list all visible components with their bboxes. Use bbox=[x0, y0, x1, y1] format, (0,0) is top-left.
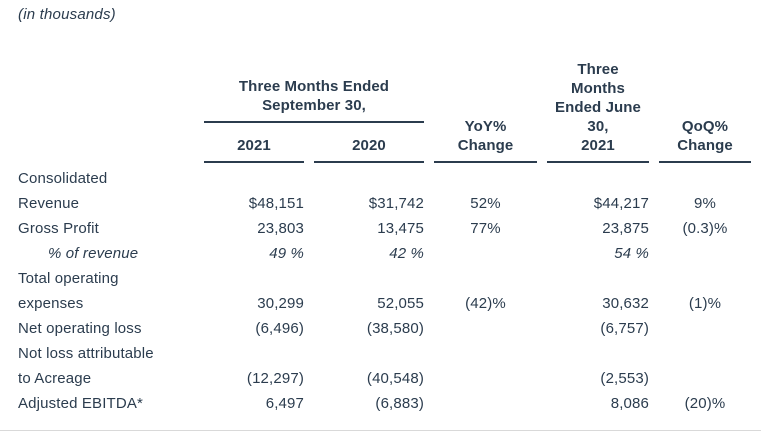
cell-qoq-change: (1)% bbox=[688, 295, 722, 312]
col-header-three-months-june-2021: Three Months Ended June 30, 2021 bbox=[547, 39, 649, 163]
units-note: (in thousands) bbox=[18, 6, 116, 23]
cell-sep-2021: (12,297) bbox=[246, 370, 304, 387]
cell-qoq-change: 9% bbox=[694, 195, 716, 212]
cell-yoy-change: (42)% bbox=[465, 295, 506, 312]
table-header: Three Months Ended September 30, YoY% Ch… bbox=[18, 39, 751, 163]
cell-june-2021: (6,757) bbox=[600, 320, 649, 337]
table-body: Consolidated Revenue $48,151 $31,742 52% $44… bbox=[18, 163, 751, 416]
col-header-qoq-change: QoQ% Change bbox=[659, 39, 751, 163]
cell-sep-2021: 23,803 bbox=[257, 220, 304, 237]
row-label: Consolidated Revenue bbox=[18, 170, 108, 212]
table-row: Total operating expenses 30,299 52,055 (42)… bbox=[18, 266, 751, 316]
row-label: Gross Profit bbox=[18, 220, 99, 237]
col-header-september-2021: 2021 bbox=[204, 123, 304, 163]
table-row: Adjusted EBITDA* 6,497 (6,883) 8,086 (20)% bbox=[18, 391, 751, 416]
table-row: % of revenue 49 % 42 % 54 % bbox=[18, 241, 751, 266]
header-spacer bbox=[18, 39, 194, 163]
row-label: Total operating expenses bbox=[18, 270, 119, 312]
cell-sep-2020: 52,055 bbox=[377, 295, 424, 312]
cell-june-2021: 8,086 bbox=[610, 395, 649, 412]
col-group-header-three-months-september: Three Months Ended September 30, bbox=[204, 39, 424, 123]
cell-yoy-change: 52% bbox=[470, 195, 501, 212]
cell-qoq-change bbox=[659, 316, 751, 341]
cell-yoy-change bbox=[434, 316, 537, 341]
cell-sep-2021: 30,299 bbox=[257, 295, 304, 312]
cell-qoq-change bbox=[659, 241, 751, 266]
cell-yoy-change: 77% bbox=[470, 220, 501, 237]
row-label: Adjusted EBITDA* bbox=[18, 395, 143, 412]
cell-june-2021: 54 % bbox=[614, 245, 649, 262]
cell-yoy-change bbox=[434, 391, 537, 416]
cell-sep-2020: $31,742 bbox=[368, 195, 424, 212]
cell-sep-2020: 42 % bbox=[389, 245, 424, 262]
table-row: Net operating loss (6,496) (38,580) (6,757) bbox=[18, 316, 751, 341]
cell-qoq-change: (0.3)% bbox=[682, 220, 728, 237]
row-label: % of revenue bbox=[48, 245, 139, 262]
financial-table: Three Months Ended September 30, YoY% Ch… bbox=[8, 39, 761, 416]
cell-sep-2020: 13,475 bbox=[377, 220, 424, 237]
col-header-september-2020: 2020 bbox=[314, 123, 424, 163]
table-row: Consolidated Revenue $48,151 $31,742 52% $44… bbox=[18, 163, 751, 216]
cell-june-2021: 23,875 bbox=[602, 220, 649, 237]
header-year-row: 2021 2020 bbox=[18, 123, 751, 163]
cell-sep-2021: $48,151 bbox=[248, 195, 304, 212]
table-row: Not loss attributable to Acreage (12,297)… bbox=[18, 341, 751, 391]
cell-sep-2020: (40,548) bbox=[366, 370, 424, 387]
row-label: Not loss attributable to Acreage bbox=[18, 345, 154, 387]
table-row: Gross Profit 23,803 13,475 77% 23,875 (0.3)% bbox=[18, 216, 751, 241]
cell-june-2021: $44,217 bbox=[593, 195, 649, 212]
cell-qoq-change bbox=[659, 341, 751, 391]
cell-qoq-change: (20)% bbox=[684, 395, 726, 412]
header-group-row: Three Months Ended September 30, YoY% Ch… bbox=[18, 39, 751, 163]
row-label: Net operating loss bbox=[18, 320, 142, 337]
col-header-yoy-change: YoY% Change bbox=[434, 39, 537, 163]
cell-sep-2020: (6,883) bbox=[375, 395, 424, 412]
cell-sep-2021: 6,497 bbox=[265, 395, 304, 412]
cell-june-2021: (2,553) bbox=[600, 370, 649, 387]
cell-june-2021: 30,632 bbox=[602, 295, 649, 312]
cell-yoy-change bbox=[434, 341, 537, 391]
cell-sep-2021: 49 % bbox=[269, 245, 304, 262]
cell-sep-2021: (6,496) bbox=[255, 320, 304, 337]
cell-sep-2020: (38,580) bbox=[366, 320, 424, 337]
cell-yoy-change bbox=[434, 241, 537, 266]
